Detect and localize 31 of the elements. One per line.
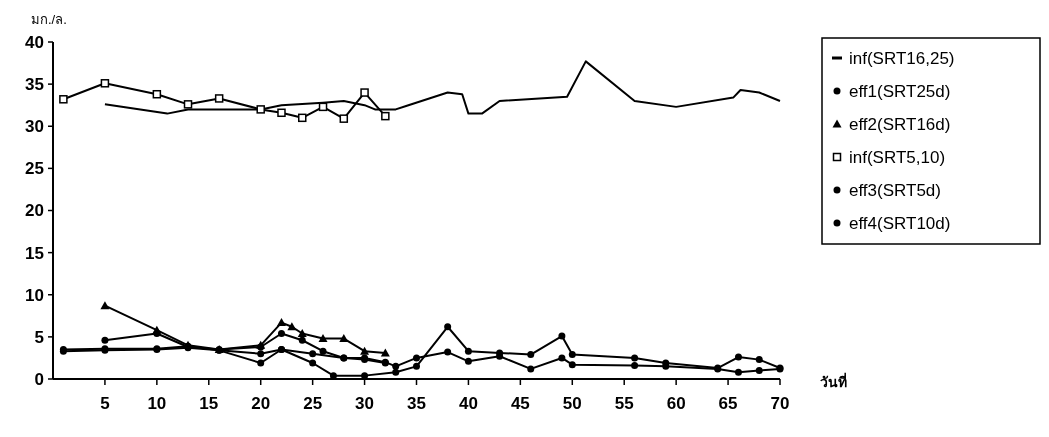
y-tick-label: 10 — [25, 285, 44, 305]
x-tick-label: 25 — [303, 394, 323, 413]
y-tick-label: 30 — [25, 117, 44, 137]
x-tick-label: 30 — [355, 394, 375, 413]
x-tick-label: 70 — [770, 394, 790, 413]
x-tick-label: 55 — [614, 394, 634, 413]
x-tick-label: 35 — [407, 394, 426, 413]
x-tick-label: 60 — [666, 394, 686, 413]
legend-label: inf(SRT16,25) — [849, 48, 955, 68]
y-tick-label: 20 — [25, 201, 44, 221]
x-tick-label: 50 — [562, 394, 582, 413]
x-tick-label: 45 — [510, 394, 530, 413]
x-tick-label: 15 — [199, 394, 219, 413]
legend-label: inf(SRT5,10) — [849, 147, 946, 167]
legend-label: eff3(SRT5d) — [849, 180, 941, 200]
x-tick-label: 5 — [100, 394, 110, 413]
legend-label: eff4(SRT10d) — [849, 213, 951, 233]
y-tick-label: 25 — [25, 159, 44, 179]
legend-label: eff2(SRT16d) — [849, 114, 951, 134]
y-axis-title: มก./ล. — [31, 12, 67, 27]
legend-label: eff1(SRT25d) — [849, 81, 951, 101]
x-tick-label: 40 — [458, 394, 478, 413]
y-tick-label: 15 — [25, 243, 44, 263]
y-tick-label: 0 — [34, 369, 44, 389]
y-tick-label: 35 — [25, 75, 44, 95]
x-tick-label: 10 — [147, 394, 167, 413]
y-tick-label: 40 — [25, 32, 44, 52]
y-tick-label: 5 — [34, 327, 44, 347]
x-axis-title: วันที่ — [820, 372, 847, 390]
x-tick-label: 20 — [251, 394, 271, 413]
x-tick-label: 65 — [718, 394, 738, 413]
